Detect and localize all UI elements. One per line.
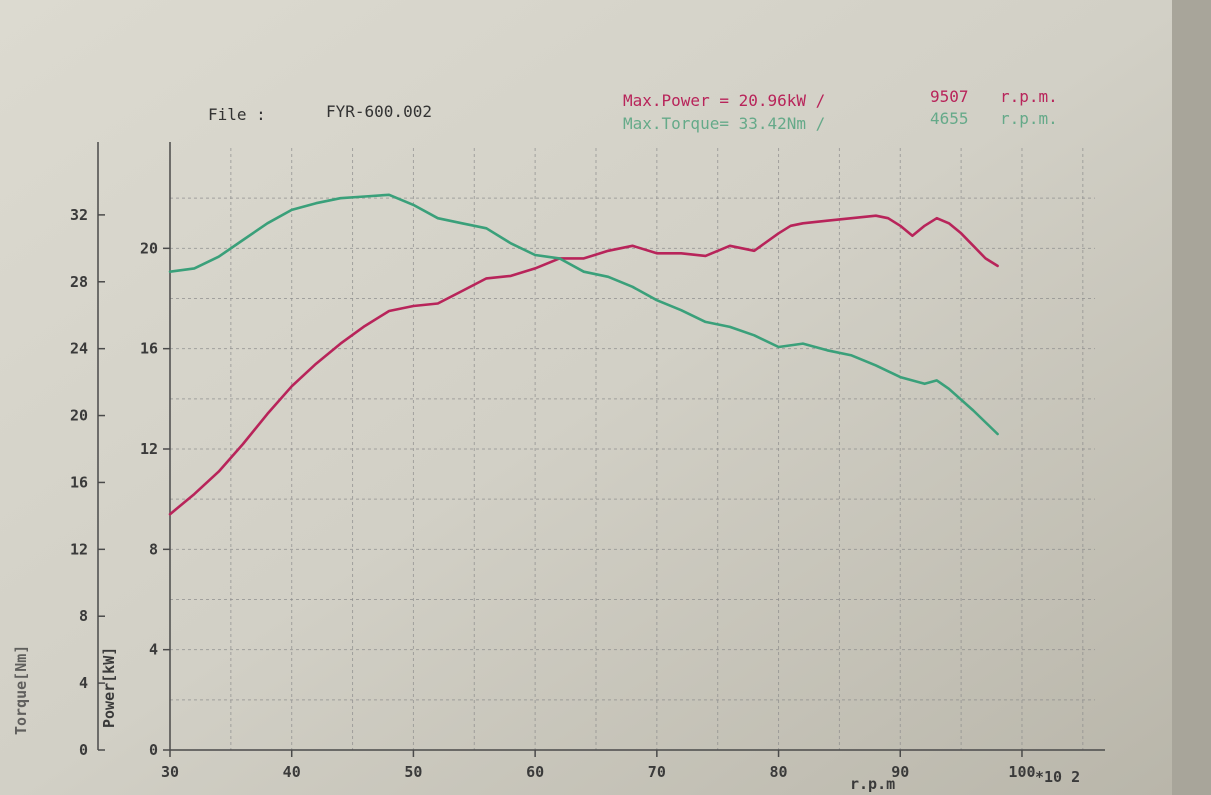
x-tick-label: 100 [1008, 763, 1035, 781]
series-lines [168, 193, 999, 516]
file-label: File : [208, 105, 266, 124]
x-axis-label: r.p.m [850, 775, 895, 793]
power-axis-label: Power[kW] [100, 647, 118, 728]
x-tick-label: 90 [891, 763, 909, 781]
x-tick-label: 80 [770, 763, 788, 781]
torque-tick-label: 20 [70, 407, 88, 425]
torque-tick-label: 12 [70, 540, 88, 558]
max-power-rpm: 9507 [930, 87, 969, 106]
max-power-unit: r.p.m. [1000, 87, 1058, 106]
x-tick-label: 70 [648, 763, 666, 781]
max-torque-label: Max.Torque= 33.42Nm / [623, 114, 825, 133]
table-edge [1172, 0, 1211, 795]
torque-tick-label: 4 [79, 674, 88, 692]
torque-tick-label: 28 [70, 273, 88, 291]
torque-tick-label: 16 [70, 473, 88, 491]
power-tick-label: 0 [149, 741, 158, 759]
axes [97, 142, 1105, 757]
x-multiplier: *10 2 [1035, 768, 1080, 786]
x-tick-label: 50 [404, 763, 422, 781]
tick-labels: 30 40 50 60 70 80 90 100 0 4 8 12 16 20 0 4 8 12 16 20 24 28 3… [70, 206, 1036, 781]
torque-tick-label: 24 [70, 340, 88, 358]
file-name: FYR-600.002 [326, 102, 432, 121]
torque-axis-label: Torque[Nm] [12, 645, 30, 735]
x-tick-label: 40 [283, 763, 301, 781]
torque-tick-label: 32 [70, 206, 88, 224]
x-tick-label: 30 [161, 763, 179, 781]
power-tick-label: 16 [140, 340, 158, 358]
x-tick-label: 60 [526, 763, 544, 781]
max-torque-unit: r.p.m. [1000, 109, 1058, 128]
power-tick-label: 20 [140, 239, 158, 257]
power-tick-label: 8 [149, 540, 158, 558]
torque-tick-label: 0 [79, 741, 88, 759]
grid [170, 148, 1095, 750]
torque-tick-label: 8 [79, 607, 88, 625]
power-tick-label: 4 [149, 641, 158, 659]
torque-curve [168, 193, 999, 436]
power-curve [168, 214, 999, 516]
max-torque-rpm: 4655 [930, 109, 969, 128]
max-power-label: Max.Power = 20.96kW / [623, 91, 825, 110]
power-tick-label: 12 [140, 440, 158, 458]
paper-background [0, 0, 1172, 795]
